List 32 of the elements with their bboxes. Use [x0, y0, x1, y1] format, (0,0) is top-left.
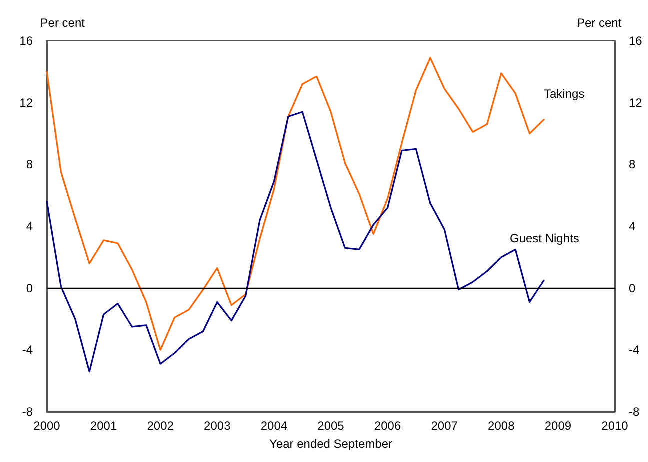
x-tick-label: 2005: [318, 419, 345, 433]
y2-tick-label: 16: [629, 34, 643, 48]
series-label: Takings: [544, 86, 585, 101]
x-tick-label: 2001: [90, 419, 118, 433]
y-tick-label: 8: [26, 158, 34, 172]
x-tick-label: 2009: [544, 419, 572, 433]
series-label: Guest Nights: [510, 232, 580, 246]
y-tick-label: 4: [26, 220, 34, 234]
y-axis-title: Per cent: [40, 16, 86, 30]
x-tick-label: 2010: [602, 419, 629, 433]
x-tick-label: 2003: [204, 419, 232, 433]
y2-axis-title: Per cent: [577, 16, 622, 30]
y2-tick-label: 0: [629, 281, 636, 296]
x-tick-label: 2006: [374, 419, 402, 433]
y2-tick-label: 12: [629, 96, 643, 110]
x-tick-label: 2004: [260, 419, 288, 433]
x-tick-label: 2000: [34, 419, 61, 433]
y2-tick-label: 8: [629, 158, 636, 172]
x-tick-label: 2008: [488, 419, 516, 433]
x-tick-label: 2002: [147, 419, 174, 433]
y-tick-label: -8: [22, 405, 34, 419]
y2-tick-label: -4: [629, 343, 640, 358]
y-tick-label: -4: [22, 343, 34, 358]
y-tick-label: 16: [20, 34, 34, 48]
line-series: [46, 57, 545, 351]
y-tick-label: 0: [26, 281, 34, 296]
x-tick-label: 2007: [431, 419, 458, 433]
y2-tick-label: 4: [629, 220, 636, 234]
line-series: [46, 111, 545, 373]
y-tick-label: 12: [20, 96, 34, 110]
y2-tick-label: -8: [629, 405, 640, 419]
x-axis-title: Year ended September: [270, 437, 392, 451]
